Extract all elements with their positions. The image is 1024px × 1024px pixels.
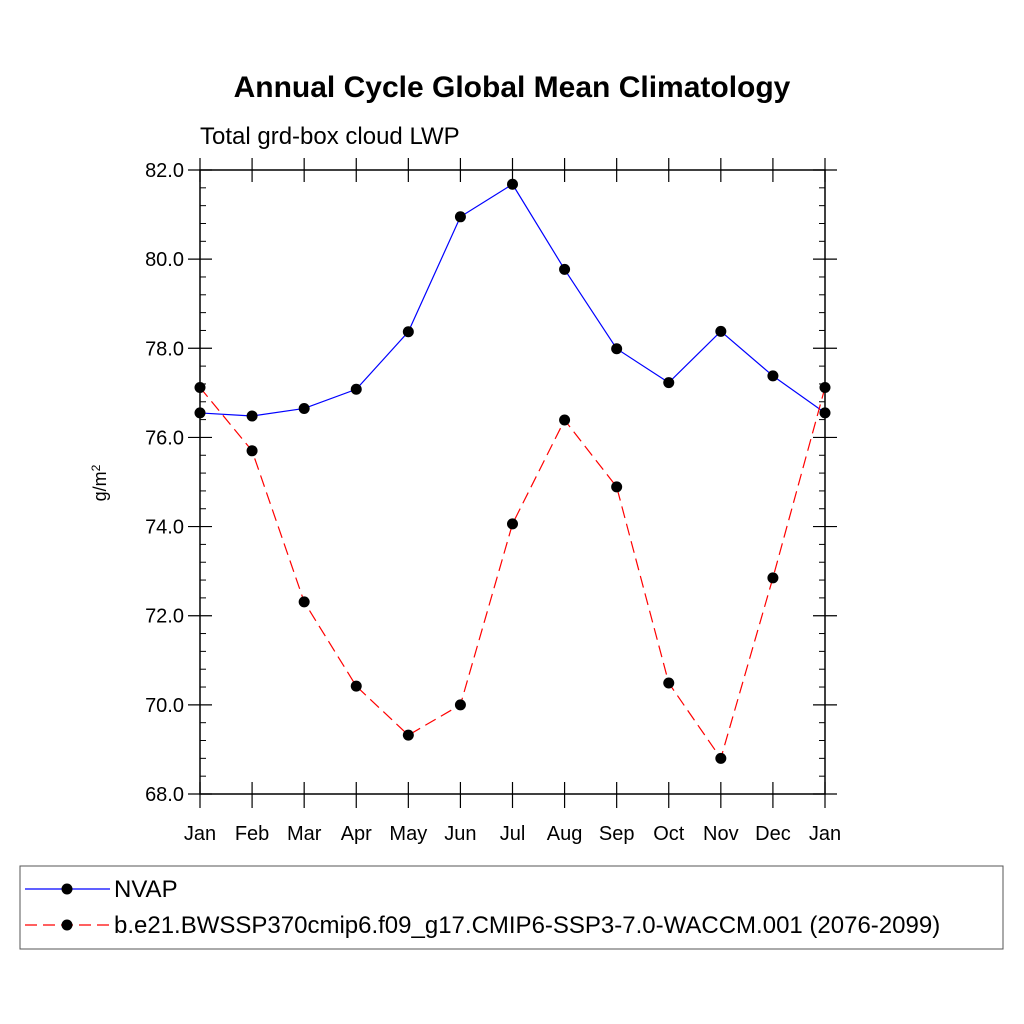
data-point-series-2 — [402, 729, 414, 741]
data-point-series-2 — [819, 382, 831, 394]
x-tick-label: Jun — [444, 823, 476, 845]
legend-box — [19, 865, 1004, 950]
data-point-series-1 — [559, 263, 571, 275]
chart-title: Annual Cycle Global Mean Climatology — [234, 71, 791, 104]
data-point-series-2 — [350, 680, 362, 692]
y-axis-ticks: 68.0 70.0 72.0 74.0 76.0 78.0 80.0 82.0 — [145, 160, 837, 806]
data-point-series-1 — [767, 370, 779, 382]
y-tick-label: 72.0 — [145, 606, 184, 628]
legend-label-2: b.e21.BWSSP370cmip6.f09_g17.CMIP6-SSP3-7… — [114, 912, 940, 939]
x-tick-label: Dec — [755, 823, 791, 845]
y-tick-label: 82.0 — [145, 160, 184, 182]
data-point-series-2 — [298, 596, 310, 608]
x-tick-label: Apr — [341, 823, 372, 845]
data-point-series-1 — [611, 343, 623, 355]
data-point-series-1 — [402, 326, 414, 338]
x-tick-label: Jan — [184, 823, 216, 845]
series-line-1 — [199, 183, 826, 417]
x-tick-label: Aug — [547, 823, 583, 845]
legend: NVAP b.e21.BWSSP370cmip6.f09_g17.CMIP6-SS… — [19, 865, 1004, 950]
y-tick-label: 78.0 — [145, 338, 184, 360]
x-tick-label: Jul — [500, 823, 526, 845]
plot-frame — [199, 169, 826, 795]
x-tick-label: Nov — [703, 823, 739, 845]
data-point-series-1 — [507, 178, 518, 190]
y-axis-label: g/m2 — [89, 464, 110, 501]
data-point-series-1 — [194, 407, 206, 419]
data-point-series-1 — [298, 402, 310, 414]
y-tick-label: 80.0 — [145, 249, 184, 271]
x-axis-ticks: Jan Feb Mar Apr May Jun Jul Aug Sep Oct Nov Dec Jan — [184, 158, 841, 845]
series-line-2 — [199, 387, 826, 760]
y-tick-label: 76.0 — [145, 427, 184, 449]
legend-marker-1 — [61, 883, 73, 895]
data-point-series-1 — [350, 383, 362, 395]
data-point-series-2 — [767, 572, 779, 584]
y-tick-label: 68.0 — [145, 784, 184, 806]
data-point-series-1 — [454, 211, 466, 223]
data-point-series-2 — [611, 481, 623, 493]
y-tick-label: 74.0 — [145, 517, 184, 539]
x-tick-label: Mar — [287, 823, 322, 845]
data-series — [194, 178, 831, 764]
legend-label-1: NVAP — [114, 876, 178, 903]
data-point-series-2 — [507, 518, 518, 530]
data-point-series-1 — [246, 410, 258, 422]
x-tick-label: Feb — [235, 823, 269, 845]
data-point-series-2 — [454, 699, 466, 711]
data-point-series-1 — [663, 377, 675, 389]
data-point-series-1 — [715, 325, 727, 337]
chart-subtitle: Total grd-box cloud LWP — [200, 123, 460, 150]
data-point-series-1 — [819, 407, 831, 419]
x-tick-label: Jan — [809, 823, 841, 845]
minor-ticks — [200, 187, 825, 777]
data-point-series-2 — [663, 677, 675, 689]
x-tick-label: Sep — [599, 823, 635, 845]
data-point-series-2 — [715, 752, 727, 764]
data-point-series-2 — [246, 445, 258, 457]
x-tick-label: Oct — [653, 823, 685, 845]
legend-marker-2 — [61, 919, 73, 931]
x-tick-label: May — [389, 823, 427, 845]
data-point-series-2 — [194, 382, 206, 394]
data-point-series-2 — [559, 414, 571, 426]
y-tick-label: 70.0 — [145, 695, 184, 717]
